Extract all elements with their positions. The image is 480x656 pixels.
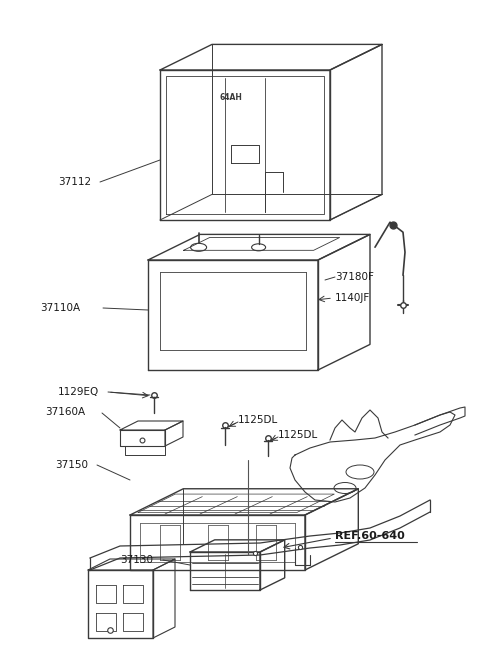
Text: 37112: 37112 xyxy=(58,177,91,187)
Text: 1129EQ: 1129EQ xyxy=(58,387,99,397)
Text: 1125DL: 1125DL xyxy=(238,415,278,425)
Text: 37160A: 37160A xyxy=(45,407,85,417)
Text: 1125DL: 1125DL xyxy=(278,430,318,440)
Text: 37150: 37150 xyxy=(55,460,88,470)
Text: 1140JF: 1140JF xyxy=(335,293,370,303)
Text: 37110A: 37110A xyxy=(40,303,80,313)
Text: 64AH: 64AH xyxy=(220,93,243,102)
Text: 37130: 37130 xyxy=(120,555,153,565)
Text: REF.60-640: REF.60-640 xyxy=(335,531,405,541)
Text: 37180F: 37180F xyxy=(335,272,374,282)
